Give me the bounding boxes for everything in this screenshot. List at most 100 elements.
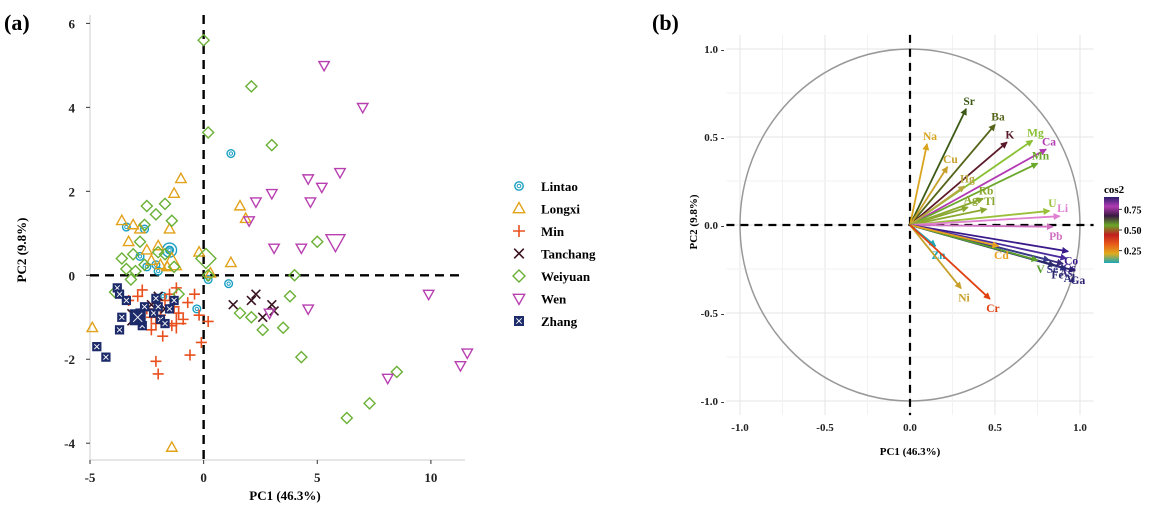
scatter-plot-panel-a: -5 0 5 10 -4 -2 0 2 4 6 PC1 (46.3%) PC2 (9.8%) bbox=[14, 15, 474, 503]
variable-na: Na bbox=[909, 131, 937, 226]
variable-li: Li bbox=[909, 203, 1069, 226]
point-zhang-cross bbox=[162, 320, 168, 327]
point-min bbox=[202, 315, 214, 327]
variable-sr: Sr bbox=[909, 96, 975, 226]
plot-a-ticks: -5 0 5 10 -4 -2 0 2 4 6 bbox=[64, 16, 437, 485]
point-wen bbox=[356, 102, 370, 115]
point-weiyuan bbox=[276, 321, 290, 335]
point-longxi bbox=[204, 266, 217, 278]
point-longxi bbox=[167, 186, 181, 198]
legend-label-weiyuan: Weiyuan bbox=[541, 269, 591, 284]
plot-b-ticks: -1.0 -0.5 0.0 0.5 1.0 -1.0 - -0.5 - 0.0 - 0.5 - 1… bbox=[701, 44, 1088, 434]
x-tick-label: -5 bbox=[85, 470, 96, 485]
plot-a-legend: Lintao Longxi Min Tanchang Weiyuan Wen Zhang bbox=[512, 179, 596, 329]
point-zhang-cross bbox=[141, 303, 148, 310]
point-wen bbox=[315, 182, 329, 195]
plot-a-x-axis-title: PC1 (46.3%) bbox=[249, 488, 321, 503]
point-longxi bbox=[126, 217, 140, 230]
point-min bbox=[195, 336, 207, 348]
cos2-color-bar bbox=[1104, 197, 1119, 263]
label-cu: Cu bbox=[943, 154, 958, 166]
point-weiyuan bbox=[151, 245, 165, 259]
x-tick-label: -0.5 bbox=[816, 422, 834, 434]
label-li: Li bbox=[1057, 203, 1069, 215]
legend-item-min: Min bbox=[513, 224, 565, 239]
point-lintao bbox=[226, 148, 236, 159]
centroid-min bbox=[166, 313, 187, 334]
point-lintao bbox=[203, 274, 213, 285]
variable-hg: Hg bbox=[909, 173, 975, 226]
point-wen bbox=[294, 243, 308, 255]
legend-marker-min bbox=[513, 225, 525, 237]
variable-ca: Ca bbox=[909, 136, 1056, 226]
point-zhang-cross bbox=[171, 297, 177, 304]
point-lintao-inner bbox=[156, 268, 161, 274]
point-zhang-cross bbox=[116, 327, 123, 333]
arrow-u bbox=[909, 208, 1051, 226]
x-tick-label: 1.0 bbox=[1073, 422, 1087, 434]
legend-marker-lintao-inner bbox=[516, 183, 522, 189]
label-mn: Mn bbox=[1032, 150, 1050, 162]
arrow-ni bbox=[909, 224, 962, 290]
x-tick-label: 5 bbox=[314, 470, 321, 485]
legend-label-min: Min bbox=[541, 224, 565, 239]
point-lintao bbox=[224, 279, 234, 289]
y-tick-label: -0.5 - bbox=[701, 308, 725, 320]
variable-cu: Cu bbox=[909, 154, 958, 226]
legend-marker-longxi bbox=[512, 201, 526, 214]
legend-label-longxi: Longxi bbox=[541, 202, 580, 217]
point-weiyuan bbox=[288, 268, 302, 282]
label-rb: Rb bbox=[979, 186, 994, 198]
point-weiyuan bbox=[115, 252, 129, 265]
point-min bbox=[150, 355, 162, 367]
x-tick-label: 0.5 bbox=[988, 422, 1002, 434]
y-tick-label: 6 bbox=[69, 16, 76, 31]
point-weiyuan bbox=[133, 235, 147, 249]
point-longxi bbox=[85, 320, 99, 333]
legend-item-longxi: Longxi bbox=[512, 201, 580, 217]
point-weiyuan bbox=[138, 218, 152, 232]
point-lintao-inner bbox=[160, 294, 165, 299]
variable-cd: Cd bbox=[909, 224, 1009, 262]
label-se: Se bbox=[1047, 264, 1059, 276]
x-tick-label: -1.0 bbox=[731, 422, 749, 434]
point-wen bbox=[304, 197, 317, 209]
label-al: Al bbox=[1064, 273, 1076, 285]
point-min bbox=[173, 307, 185, 319]
point-tanchang bbox=[250, 289, 261, 300]
cos2-tick-label: 0.25 bbox=[1124, 247, 1142, 258]
legend-marker-wen bbox=[512, 293, 526, 306]
point-weiyuan bbox=[197, 33, 211, 47]
label-ni: Ni bbox=[958, 292, 970, 304]
point-wen bbox=[263, 308, 276, 321]
point-longxi bbox=[174, 171, 188, 184]
arrow-sr bbox=[909, 107, 967, 226]
point-min bbox=[145, 324, 157, 336]
point-longxi bbox=[151, 238, 165, 251]
plot-a-zero-lines bbox=[90, 15, 465, 460]
label-pb: Pb bbox=[1049, 231, 1062, 243]
point-lintao-inner bbox=[167, 247, 172, 253]
y-tick-label: -2 bbox=[64, 352, 75, 367]
legend-label-lintao: Lintao bbox=[541, 179, 578, 194]
point-zhang-cross bbox=[103, 354, 109, 360]
variable-ba: Ba bbox=[909, 112, 1005, 226]
point-zhang-cross bbox=[114, 285, 121, 291]
label-ga: Ga bbox=[1071, 275, 1086, 287]
x-tick-label: 10 bbox=[424, 470, 437, 485]
point-lintao-inner bbox=[194, 306, 199, 312]
legend-marker-zhang-cross bbox=[515, 317, 523, 325]
point-weiyuan bbox=[165, 214, 179, 228]
label-u: U bbox=[1048, 198, 1057, 210]
centroid-zhang-cross bbox=[132, 312, 143, 323]
point-zhang-cross bbox=[119, 314, 125, 321]
point-zhang-cross bbox=[153, 295, 159, 302]
point-weiyuan bbox=[158, 247, 172, 261]
y-tick-label: 0.0 - bbox=[704, 220, 725, 232]
point-weiyuan bbox=[119, 262, 133, 276]
label-sr: Sr bbox=[963, 96, 975, 108]
cos2-color-legend: cos2 0.75 0.50 0.25 bbox=[1104, 184, 1142, 263]
x-tick-label: 0.0 bbox=[903, 422, 917, 434]
point-longxi bbox=[165, 440, 179, 452]
x-tick-label: 0 bbox=[200, 470, 207, 485]
